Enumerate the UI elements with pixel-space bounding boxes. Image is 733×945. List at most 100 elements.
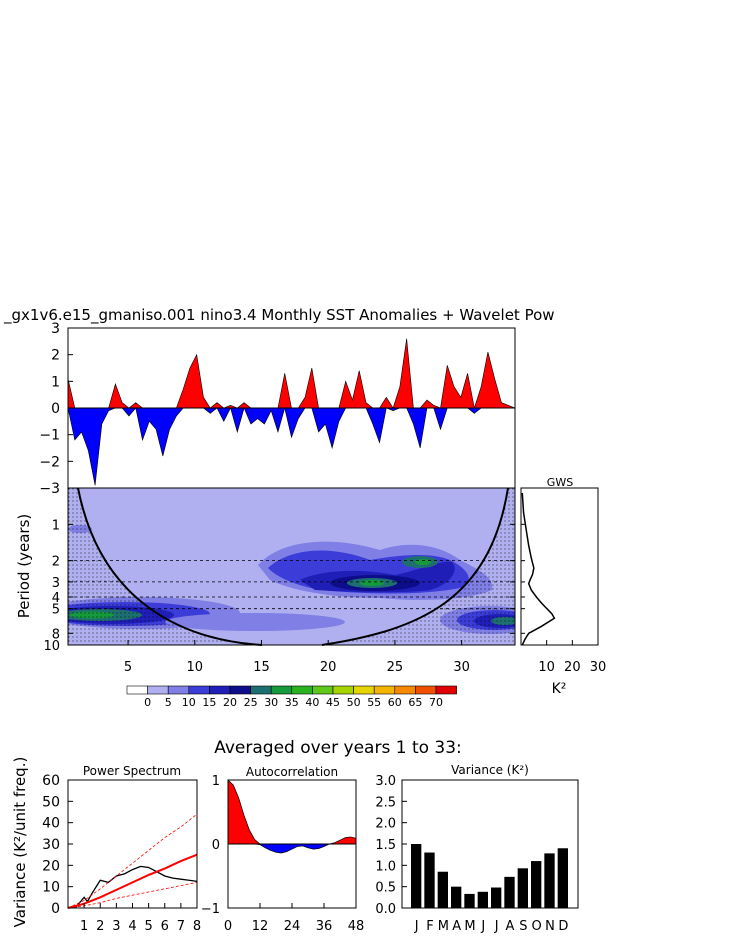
gws-x-tick-label: 30 xyxy=(590,660,607,675)
sst-anomaly-y-ticks: 3 2 1 0 −1 −2 −3 xyxy=(39,321,73,497)
wavelet-blob-upper-30 xyxy=(415,559,431,565)
power-spectrum-y-label: Variance (K²/unit freq.) xyxy=(11,757,29,928)
colorbar-swatch xyxy=(250,685,272,695)
colorbar-label: 20 xyxy=(223,696,237,709)
y-tick-label: 0.0 xyxy=(375,902,396,917)
colorbar-swatch xyxy=(332,685,354,695)
x-tick-label: 24 xyxy=(284,919,301,934)
colorbar-label: 25 xyxy=(244,696,258,709)
y-tick-label: 0 xyxy=(51,401,60,417)
variance-bar xyxy=(424,852,435,908)
variance-bar xyxy=(477,891,488,908)
y-tick-label: 60 xyxy=(42,773,60,789)
colorbar-label: 10 xyxy=(182,696,196,709)
significance-lines xyxy=(68,560,515,610)
x-tick-label: 8 xyxy=(193,919,201,934)
y-tick-label: 1 xyxy=(52,518,60,533)
month-label: A xyxy=(506,919,515,934)
y-tick-label: 1 xyxy=(51,374,60,390)
x-tick-label: 5 xyxy=(124,660,132,675)
x-tick-label: 30 xyxy=(453,660,470,675)
figure-title: _gx1v6.e15_gmaniso.001 nino3.4 Monthly S… xyxy=(3,306,555,325)
x-tick-label: 10 xyxy=(186,660,203,675)
x-tick-label: 15 xyxy=(253,660,270,675)
gws-x-tick-label: 10 xyxy=(538,660,555,675)
colorbar: 0 5 10 15 20 25 30 35 40 45 50 55 60 65 70 xyxy=(126,685,457,709)
month-label: A xyxy=(452,919,461,934)
wavelet-y-label: Period (years) xyxy=(15,514,33,619)
y-tick-label: −1 xyxy=(39,428,60,444)
month-label: F xyxy=(426,919,433,934)
colorbar-swatch xyxy=(188,685,210,695)
variance-bar xyxy=(557,848,568,908)
power-spectrum-ticks: 0 10 20 30 40 50 60 1 2 3 4 5 6 7 8 xyxy=(42,773,201,934)
x-tick-label: 1 xyxy=(80,919,88,934)
negative-anomaly-area xyxy=(67,407,515,486)
coi-hatch-right xyxy=(322,488,515,645)
y-tick-label: 40 xyxy=(42,816,60,832)
power-spectrum-panel: Power Spectrum 0 10 20 30 40 50 60 1 2 3 4 5 6 7 8 Var… xyxy=(11,757,201,934)
x-tick-label: 5 xyxy=(144,919,152,934)
spectrum-line xyxy=(67,865,198,909)
coi-curve-right xyxy=(321,487,509,646)
y-tick-label: 5 xyxy=(52,603,60,618)
colorbar-label: 60 xyxy=(388,696,402,709)
colorbar-label: 50 xyxy=(347,696,361,709)
y-tick-label: 10 xyxy=(42,880,60,896)
autocorrelation-fill xyxy=(227,779,357,854)
x-tick-label: 3 xyxy=(112,919,120,934)
power-spectrum-title: Power Spectrum xyxy=(83,764,181,778)
x-tick-label: 7 xyxy=(177,919,185,934)
sst-anomaly-panel: 3 2 1 0 −1 −2 −3 xyxy=(39,321,516,497)
colorbar-swatch xyxy=(167,685,190,695)
gws-x-label: K² xyxy=(552,681,567,697)
x-tick-label: 6 xyxy=(161,919,169,934)
month-label: S xyxy=(519,919,527,934)
colorbar-label: 35 xyxy=(285,696,299,709)
y-tick-label: 2 xyxy=(52,555,60,570)
y-tick-label: 8 xyxy=(52,627,60,642)
y-tick-label: 2 xyxy=(51,348,60,364)
y-tick-label: 4 xyxy=(52,591,60,606)
autocorrelation-title: Autocorrelation xyxy=(246,765,338,779)
power-spectrum-lines xyxy=(67,813,198,909)
wavelet-band-mid xyxy=(165,613,345,631)
colorbar-swatch xyxy=(394,685,416,695)
y-tick-label: 30 xyxy=(42,837,60,853)
colorbar-label: 65 xyxy=(408,696,422,709)
variance-bar xyxy=(437,871,448,908)
positive-autocorrelation-area xyxy=(227,779,357,845)
colorbar-swatch xyxy=(435,685,457,695)
gws-x-tick-label: 20 xyxy=(564,660,581,675)
x-tick-label: 4 xyxy=(128,919,136,934)
colorbar-swatch xyxy=(270,685,293,695)
variance-bar xyxy=(411,844,422,908)
colorbar-label: 55 xyxy=(367,696,381,709)
colorbar-swatch xyxy=(229,685,251,695)
colorbar-swatch xyxy=(353,685,375,695)
y-tick-label: 0 xyxy=(51,901,60,917)
month-label: J xyxy=(494,919,499,934)
gws-title: GWS xyxy=(547,476,573,489)
x-tick-label: 48 xyxy=(348,919,365,934)
coi-curve-left xyxy=(77,487,263,646)
colorbar-label: 45 xyxy=(326,696,340,709)
colorbar-swatch xyxy=(147,685,169,695)
variance-bars xyxy=(411,844,568,908)
y-tick-label: 3 xyxy=(52,576,60,591)
y-tick-label: 1.0 xyxy=(375,859,396,874)
colorbar-label: 70 xyxy=(429,696,443,709)
autocorrelation-ticks: −1 0 1 0 12 24 36 48 xyxy=(201,774,364,934)
y-tick-label: 0.5 xyxy=(375,881,396,896)
colorbar-label: 30 xyxy=(264,696,278,709)
positive-anomaly-area xyxy=(67,338,516,409)
spectrum-line xyxy=(67,882,198,909)
gws-ticks: 10 20 30 xyxy=(521,523,607,675)
x-tick-label: 2 xyxy=(96,919,104,934)
colorbar-swatch xyxy=(291,685,313,695)
y-tick-label: 50 xyxy=(42,794,60,810)
power-spectrum-frame xyxy=(67,779,198,909)
month-label: J xyxy=(414,919,419,934)
variance-title: Variance (K²) xyxy=(451,763,529,777)
